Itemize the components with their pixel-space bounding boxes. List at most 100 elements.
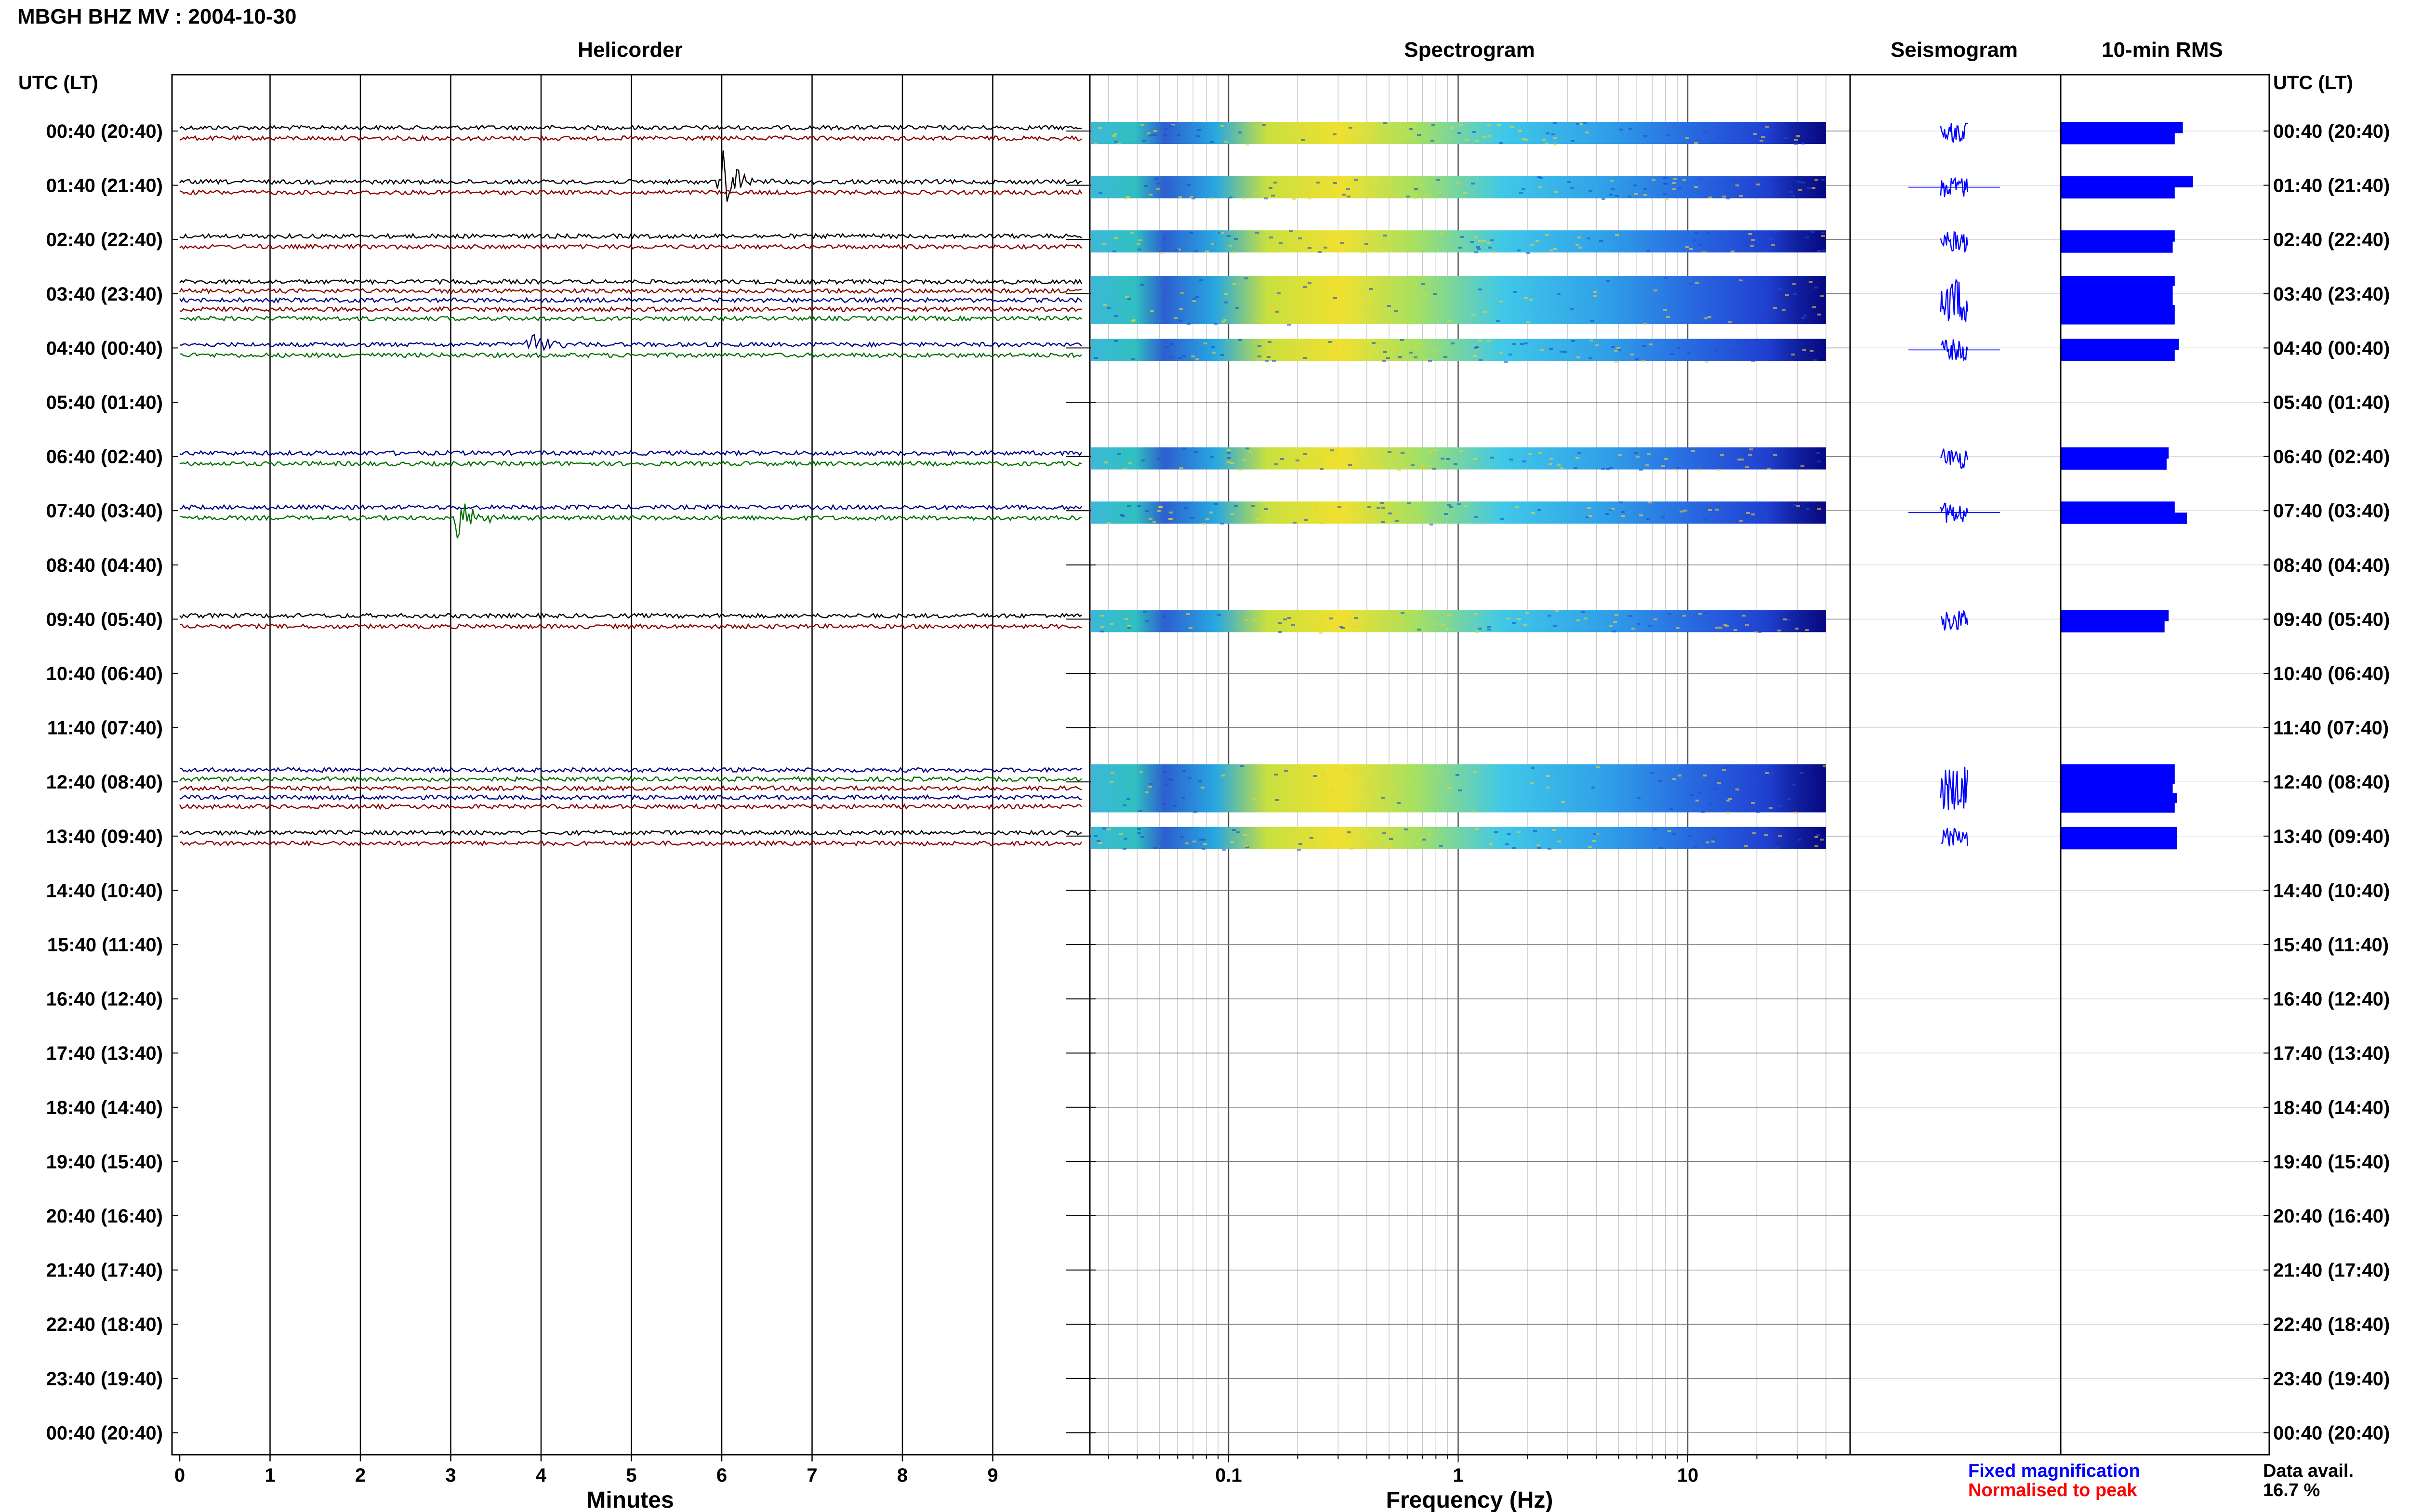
spectrogram-speckle: [1345, 183, 1349, 184]
spectrogram-speckle: [1100, 615, 1104, 617]
spectrogram-speckle: [1576, 356, 1580, 358]
spectrogram-speckle: [1698, 792, 1702, 794]
spectrogram-speckle: [1755, 780, 1759, 782]
seismogram-trace: [1940, 177, 1969, 197]
spectrogram-speckle: [1673, 178, 1677, 180]
row-label-right: 05:40 (01:40): [2273, 392, 2390, 413]
helicorder-trace: [179, 829, 1082, 836]
spectrogram-speckle: [1518, 130, 1522, 132]
spectrogram-speckle: [1471, 314, 1475, 316]
spectrogram-speckle: [1606, 280, 1610, 282]
spectrogram-speckle: [1375, 189, 1378, 191]
spectrogram-speckle: [1363, 785, 1367, 787]
spectrogram-speckle: [1425, 195, 1429, 197]
spectrogram-speckle: [1179, 308, 1183, 310]
spectrogram-speckle: [1711, 841, 1715, 842]
rms-bar: [2061, 783, 2173, 793]
spectrogram-speckle: [1615, 195, 1619, 197]
spectrogram-speckle: [1519, 192, 1523, 194]
spectrogram-speckle: [1243, 834, 1247, 836]
spectrogram-speckle: [1195, 296, 1199, 298]
rms-bar: [2061, 774, 2175, 784]
spectrogram-speckle: [1817, 250, 1821, 252]
spectrogram-speckle: [1387, 783, 1391, 785]
spectrogram-speckle: [1374, 517, 1377, 519]
spectrogram-speckle: [1478, 240, 1482, 242]
spectrogram-speckle: [1388, 451, 1391, 453]
spectrogram-speckle: [1346, 188, 1350, 190]
spectrogram-speckle: [1126, 798, 1130, 800]
spectrogram-speckle: [1149, 783, 1153, 785]
spectrogram-speckle: [1348, 618, 1351, 620]
spectrogram-speckle: [1591, 787, 1595, 789]
spectrogram-speckle: [1755, 618, 1759, 619]
spectrogram-speckle: [1745, 466, 1749, 468]
spectrogram-speckle: [1742, 615, 1746, 617]
spectrogram-speckle: [1124, 197, 1127, 199]
row-label-left: 09:40 (05:40): [46, 609, 163, 630]
spectrogram-speckle: [1175, 249, 1178, 251]
spectrogram-speckle: [1418, 342, 1422, 344]
spectrogram-speckle: [1758, 631, 1761, 633]
spectrogram-speckle: [1726, 197, 1730, 199]
spectrogram-speckle: [1154, 178, 1158, 180]
spectrogram-speckle: [1227, 235, 1231, 237]
spectrogram-speckle: [1202, 523, 1205, 525]
spectrogram-speckle: [1354, 179, 1358, 181]
spectrogram-speckle: [1500, 518, 1504, 520]
spectrogram-speckle: [1652, 179, 1655, 181]
spectrogram-speckle: [1619, 129, 1623, 131]
spectrogram-speckle: [1303, 357, 1307, 359]
spectrogram-speckle: [1214, 503, 1218, 505]
spectrogram-speckle: [1669, 808, 1673, 810]
spectrogram-speckle: [1100, 631, 1104, 632]
spectrogram-speckle: [1695, 800, 1699, 802]
spectrogram-speckle: [1418, 838, 1422, 840]
spectrogram-speckle: [1269, 304, 1273, 306]
spectrogram-speckle: [1720, 454, 1724, 456]
spectrogram-speckle: [1440, 233, 1444, 235]
spectrogram-speckle: [1744, 460, 1747, 462]
rms-bar: [2061, 315, 2175, 325]
spectrogram-speckle: [1749, 448, 1753, 450]
spectrogram-speckle: [1264, 127, 1268, 129]
spectrogram-speckle: [1739, 195, 1743, 197]
spectrogram-speckle: [1628, 615, 1632, 617]
spectrogram-speckle: [1821, 235, 1825, 237]
spectrogram-speckle: [1191, 355, 1195, 357]
spectrogram-speckle: [1209, 512, 1213, 513]
row-label-left: 18:40 (14:40): [46, 1097, 163, 1118]
spectrogram-speckle: [1561, 801, 1565, 803]
spectrogram-speckle: [1137, 828, 1141, 830]
minute-tick-label: 0: [174, 1465, 185, 1486]
spectrogram-speckle: [1776, 847, 1780, 849]
spectrogram-speckle: [1102, 243, 1106, 245]
spectrogram-speckle: [1793, 812, 1797, 814]
rms-bar: [2061, 305, 2175, 315]
spectrogram-speckle: [1292, 198, 1296, 200]
spectrogram-speckle: [1616, 347, 1620, 349]
spectrogram-speckle: [1474, 251, 1478, 253]
spectrogram-speckle: [1801, 182, 1805, 184]
spectrogram-speckle: [1777, 630, 1781, 631]
row-label-right: 11:40 (07:40): [2273, 718, 2389, 739]
spectrogram-speckle: [1753, 133, 1757, 135]
spectrogram-speckle: [1414, 188, 1418, 190]
spectrogram-speckle: [1098, 842, 1102, 844]
spectrogram-speckle: [1204, 342, 1207, 344]
spectrogram-speckle: [1152, 521, 1156, 523]
spectrogram-speckle: [1278, 622, 1282, 624]
spectrogram-speckle: [1628, 128, 1632, 130]
spectrogram-speckle: [1385, 244, 1389, 246]
spectrogram-speckle: [1567, 181, 1571, 183]
spectrogram-speckle: [1774, 316, 1777, 318]
spectrogram-speckle: [1549, 250, 1553, 251]
spectrogram-speckle: [1097, 840, 1100, 842]
spectrogram-speckle: [1394, 310, 1398, 312]
spectrogram-speckle: [1659, 847, 1663, 849]
spectrogram-speckle: [1672, 778, 1676, 780]
spectrogram-speckle: [1497, 124, 1501, 126]
spectrogram-speckle: [1125, 296, 1129, 298]
spectrogram-speckle: [1593, 291, 1597, 293]
spectrogram-speckle: [1120, 514, 1124, 516]
